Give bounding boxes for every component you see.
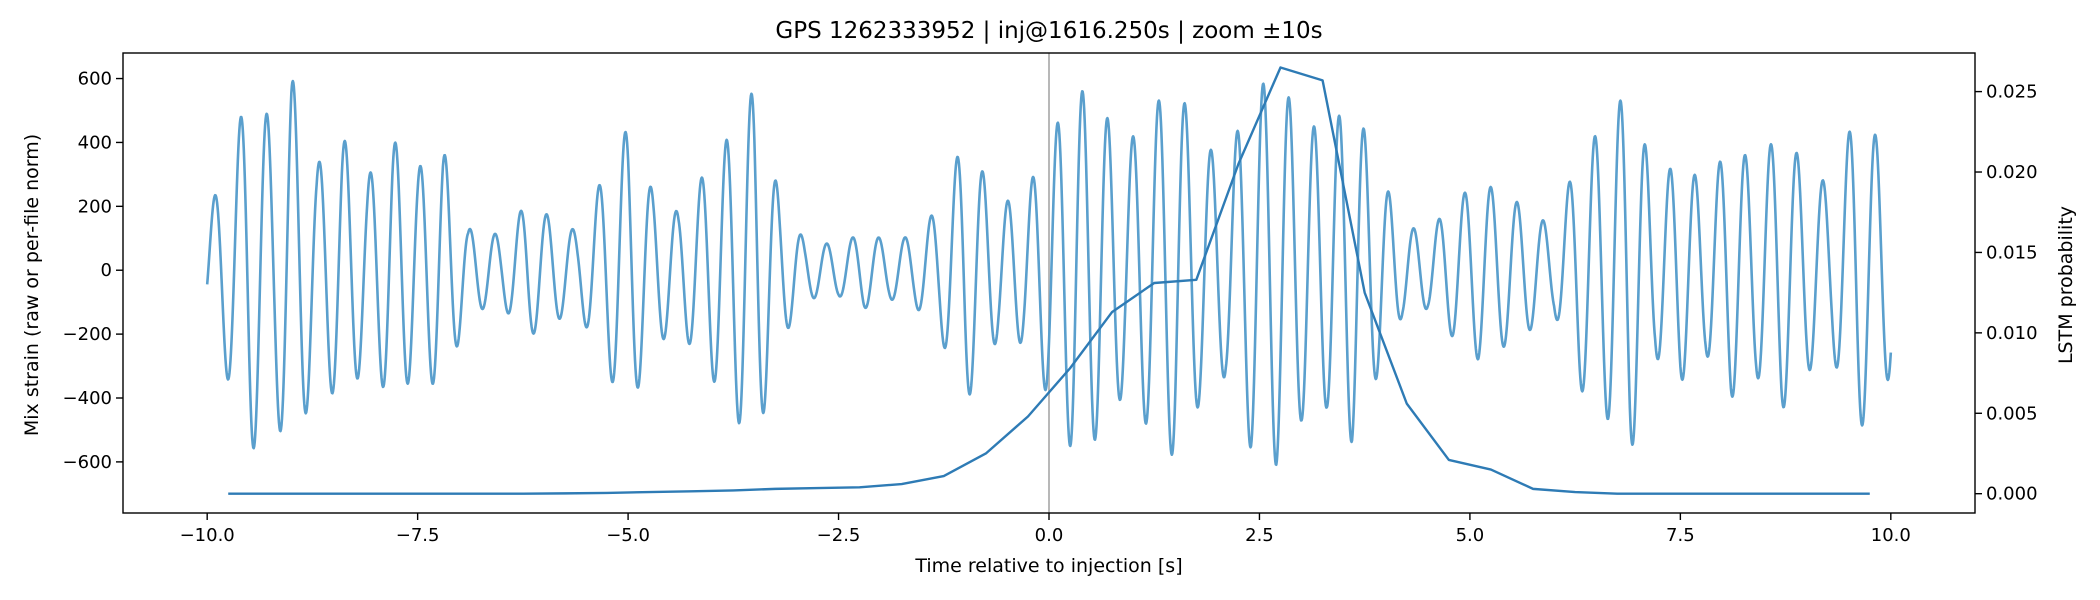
y-right-tick-label: 0.010 [1986,323,2038,344]
y-right-tick-label: 0.020 [1986,162,2038,183]
x-tick-label: 10.0 [1871,525,1911,546]
probability-series-line [228,66,1870,495]
x-tick-label: −2.5 [817,525,861,546]
y-left-tick-label: −400 [63,388,112,409]
y-right-tick-label: 0.000 [1986,484,2038,505]
y-left-tick-label: 200 [78,196,112,217]
x-tick-label: 5.0 [1456,525,1485,546]
x-tick-label: 2.5 [1245,525,1274,546]
y-left-tick-label: −200 [63,324,112,345]
x-tick-label: 0.0 [1035,525,1064,546]
x-axis: −10.0 −7.5 −5.0 −2.5 0.0 2.5 5.0 7.5 10.0 [180,513,1911,546]
y-right-tick-label: 0.025 [1986,82,2038,103]
chart-title: GPS 1262333952 | inj@1616.250s | zoom ±1… [775,18,1322,44]
plot-area [122,52,1976,514]
y-right-tick-label: 0.005 [1986,403,2038,424]
x-axis-label: Time relative to injection [s] [914,555,1182,577]
x-tick-label: −5.0 [606,525,650,546]
y-left-tick-label: 0 [101,260,112,281]
y-axis-right: 0.000 0.005 0.010 0.015 0.020 0.025 [1975,82,2038,505]
y-axis-left-label: Mix strain (raw or per-file norm) [21,134,43,436]
y-left-tick-label: 400 [78,132,112,153]
y-left-tick-label: −600 [63,452,112,473]
y-axis-right-label: LSTM probability [2055,206,2077,364]
y-right-tick-label: 0.015 [1986,242,2038,263]
y-left-tick-label: 600 [78,69,112,90]
x-tick-label: −7.5 [396,525,440,546]
y-axis-left: −600 −400 −200 0 200 400 600 [63,69,123,473]
strain-series-line [205,79,1893,467]
x-tick-label: 7.5 [1666,525,1695,546]
x-tick-label: −10.0 [180,525,235,546]
